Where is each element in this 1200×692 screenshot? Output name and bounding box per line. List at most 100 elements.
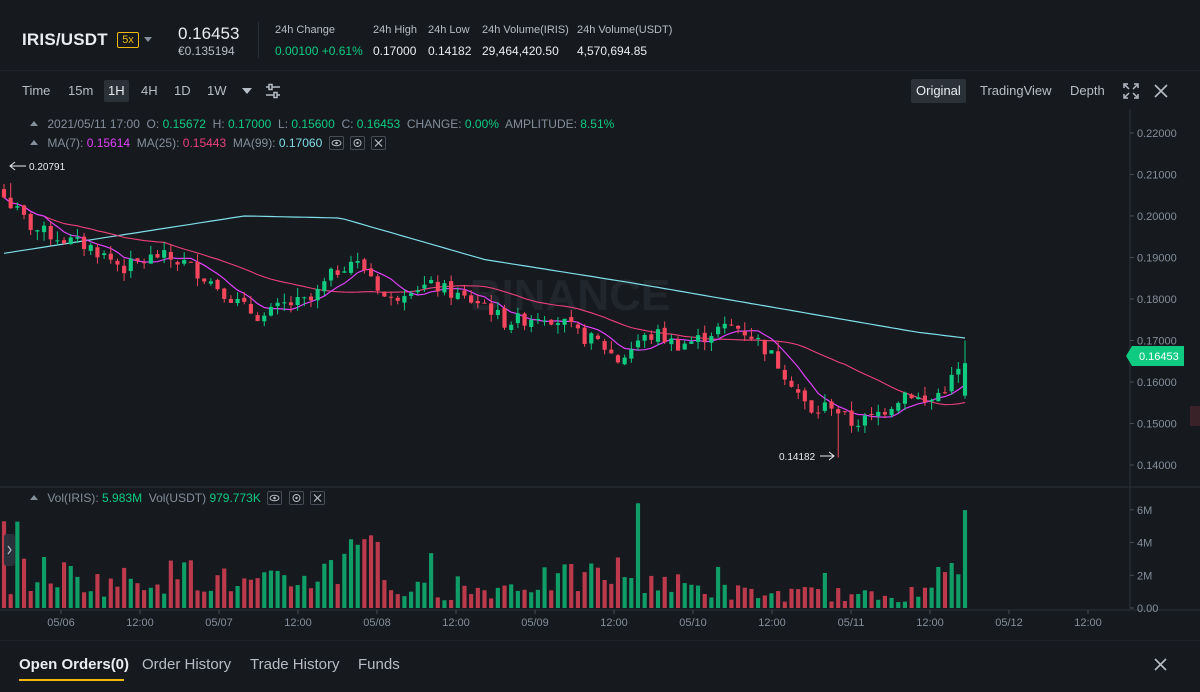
volume-bar [35, 582, 40, 608]
candle-body [1, 189, 7, 198]
volume-bar [949, 563, 954, 608]
candle-body [509, 324, 514, 330]
candle-body [589, 333, 594, 344]
candle-body [662, 327, 667, 343]
volume-bar [162, 593, 167, 608]
volume-bar [942, 572, 948, 608]
volume-bar [649, 575, 654, 608]
volume-bar [582, 572, 587, 608]
volume-bar [355, 544, 360, 608]
settings-icon[interactable] [288, 490, 304, 505]
candle-body [896, 402, 901, 411]
candle-body [595, 335, 601, 339]
legend-amp-label: AMPLITUDE: [504, 117, 577, 131]
orders-panel-tabs [0, 640, 1200, 692]
volume-bar [402, 596, 407, 608]
volume-bar [275, 570, 280, 608]
time-tick-label: 12:00 [442, 617, 470, 629]
candle-body [102, 253, 107, 256]
candle-body [262, 315, 267, 322]
candle-body [182, 260, 187, 264]
candle-body [862, 415, 867, 426]
kline-chart[interactable]: BINANCE 0.220000.210000.200000.190000.18… [0, 110, 1200, 640]
volume-bar [95, 574, 100, 608]
stat-value: 0.14182 [428, 44, 472, 58]
fullscreen-icon[interactable] [1123, 83, 1139, 99]
candle-body [742, 331, 747, 336]
chevron-down-icon[interactable] [242, 88, 252, 94]
kline-chart-area[interactable]: BINANCE 0.22000 0.21000 0.20000 0.19000 0.18… [0, 110, 1200, 640]
volume-bar [15, 521, 20, 608]
volume-bar [629, 577, 634, 608]
stat-label: 24h Change [275, 24, 335, 36]
side-panel-toggle[interactable] [4, 534, 15, 566]
volume-bar [562, 564, 567, 608]
pair-name[interactable]: IRIS/USDT [22, 30, 108, 49]
time-tick-label: 12:00 [758, 617, 786, 629]
candle-body [675, 338, 681, 351]
tf-15m[interactable]: 15m [68, 83, 94, 98]
tf-1h[interactable]: 1H [104, 80, 129, 102]
volume-bar [862, 590, 867, 608]
candle-body [962, 363, 968, 396]
tab-funds[interactable]: Funds [358, 656, 400, 673]
pair-dropdown-chevron-icon[interactable] [144, 37, 152, 42]
candle-body [876, 411, 881, 417]
tf-4h[interactable]: 4H [141, 83, 158, 98]
close-panel-icon[interactable] [1154, 658, 1167, 671]
volume-bar [622, 577, 627, 608]
candle-body [375, 276, 380, 291]
candle-body [549, 319, 554, 325]
view-depth[interactable]: Depth [1070, 83, 1105, 98]
candle-body [609, 349, 614, 354]
volume-bar [595, 567, 601, 608]
eye-icon[interactable] [267, 490, 283, 505]
candle-body [215, 279, 220, 290]
candle-body [809, 400, 814, 413]
settings-icon[interactable] [349, 135, 365, 150]
legend-low: 0.15600 [291, 117, 335, 131]
current-price-label: 0.16453 [1139, 351, 1179, 363]
vol-iris-value: 5.983M [102, 491, 143, 505]
price-tick-label: 0.19000 [1137, 252, 1177, 264]
volume-bar [822, 572, 827, 608]
volume-bar [195, 590, 200, 608]
view-original[interactable]: Original [911, 79, 966, 103]
candle-body [188, 261, 193, 263]
tab-order-history[interactable]: Order History [142, 656, 232, 673]
time-tick-label: 12:00 [1074, 617, 1102, 629]
candle-body [776, 351, 781, 369]
tf-1d[interactable]: 1D [174, 83, 191, 98]
ma25-value: 0.15443 [182, 136, 227, 150]
remove-indicator-icon[interactable] [309, 490, 325, 505]
tab-trade-history[interactable]: Trade History [250, 656, 340, 673]
view-tradingview[interactable]: TradingView [980, 83, 1052, 98]
price-tick-label: 0.22000 [1137, 128, 1177, 140]
volume-bar [729, 599, 734, 608]
volume-bar [175, 579, 180, 608]
eye-icon[interactable] [328, 135, 344, 150]
candle-body [856, 425, 861, 427]
remove-indicator-icon[interactable] [371, 135, 387, 150]
settings-sliders-icon[interactable] [265, 83, 281, 99]
volume-bar [348, 539, 354, 608]
last-price: 0.16453 [178, 24, 240, 43]
tf-1w[interactable]: 1W [207, 83, 227, 98]
time-tick-label: 12:00 [600, 617, 628, 629]
ma7-value: 0.15614 [86, 136, 131, 150]
volume-bar [389, 590, 394, 608]
candle-body [602, 341, 607, 350]
volume-bar [61, 562, 67, 608]
volume-bar [789, 588, 794, 608]
time-tick-label: 05/08 [363, 617, 391, 629]
tab-open-orders[interactable]: Open Orders(0) [19, 656, 130, 673]
candle-body [635, 340, 641, 348]
market-header: IRIS/USDT 5x 0.16453 €0.135194 24h Chang… [0, 0, 1200, 70]
candle-body [55, 240, 60, 242]
close-icon[interactable] [1154, 84, 1168, 98]
candle-body [842, 411, 847, 413]
candle-body [195, 261, 200, 279]
candle-body [409, 293, 414, 296]
candle-body [95, 247, 100, 258]
tf-time[interactable]: Time [22, 83, 51, 98]
